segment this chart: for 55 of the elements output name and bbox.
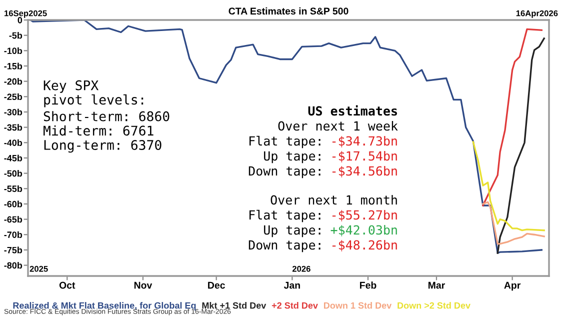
y-tick-label: -50b <box>4 170 22 177</box>
annotation: -$48.26bn <box>332 240 397 252</box>
text: Down 1 Std Dev <box>324 302 392 309</box>
annotation: Flat tape: <box>249 136 320 148</box>
annotation: 2025 <box>30 266 48 272</box>
text: Down >2 Std Dev <box>398 302 470 309</box>
x-tick-label: Dec <box>208 282 225 289</box>
chart-title: CTA Estimates in S&P 500 <box>228 7 348 15</box>
annotation: Up tape: <box>264 151 320 164</box>
y-tick-label: -35b <box>4 124 22 131</box>
y-tick-label: -5b <box>9 32 22 39</box>
y-tick-label: -20b <box>4 78 22 85</box>
annotation: -$34.56bn <box>332 166 397 178</box>
y-tick-label: -15b <box>4 62 22 70</box>
y-tick-label: -55b <box>4 185 22 192</box>
annotation: 2026 <box>292 266 310 272</box>
annotation: -$34.73bn <box>332 136 397 148</box>
y-tick-label: -60b <box>4 200 22 208</box>
y-tick-label: -80b <box>4 262 22 269</box>
y-tick-label: -40b <box>4 139 22 146</box>
text: +2 Std Dev <box>272 302 318 309</box>
y-tick-label: 0 <box>18 16 22 24</box>
y-tick-label: -65b <box>4 216 22 223</box>
y-tick-label: -25b <box>4 93 22 100</box>
text: Mkt +1 Std Dev <box>202 302 266 309</box>
y-tick-label: -70b <box>4 231 22 238</box>
annotation: Over next 1 month <box>270 194 397 205</box>
y-tick-label: -30b <box>4 108 22 116</box>
annotation: Flat tape: <box>249 210 320 222</box>
x-tick-label: Apr <box>504 282 521 291</box>
x-tick-label: Feb <box>360 282 376 289</box>
y-tick-label: -45b <box>4 154 22 162</box>
x-tick-label: Mar <box>428 282 445 289</box>
annotation: Key SPX pivot levels: <box>44 80 144 108</box>
line-series <box>472 141 545 232</box>
text: 16Sep2025 <box>4 10 47 18</box>
annotation: Short-term: 6860 Mid-term: 6761 Long-term: 6370 <box>44 111 170 153</box>
annotation: -$17.54bn <box>332 150 397 162</box>
y-tick-label: -10b <box>4 47 22 54</box>
annotation: Down tape: <box>248 240 320 252</box>
x-tick-label: Jan <box>284 282 300 289</box>
line-series <box>496 38 545 254</box>
annotation: -$55.27bn <box>332 210 397 222</box>
y-tick-label: -75b <box>4 246 22 254</box>
line-series <box>482 28 542 206</box>
annotation: Over next 1 week <box>278 120 398 131</box>
annotation: Down tape: <box>248 166 320 178</box>
annotation: Up tape: <box>264 225 320 238</box>
x-tick-label: Nov <box>134 282 152 289</box>
line-series <box>30 20 542 254</box>
x-tick-label: Oct <box>59 282 76 289</box>
text: 16Apr2026 <box>516 10 558 18</box>
line-series <box>482 201 545 245</box>
annotation: +$42.03bn <box>330 224 397 236</box>
annotation: US estimates <box>308 105 397 116</box>
